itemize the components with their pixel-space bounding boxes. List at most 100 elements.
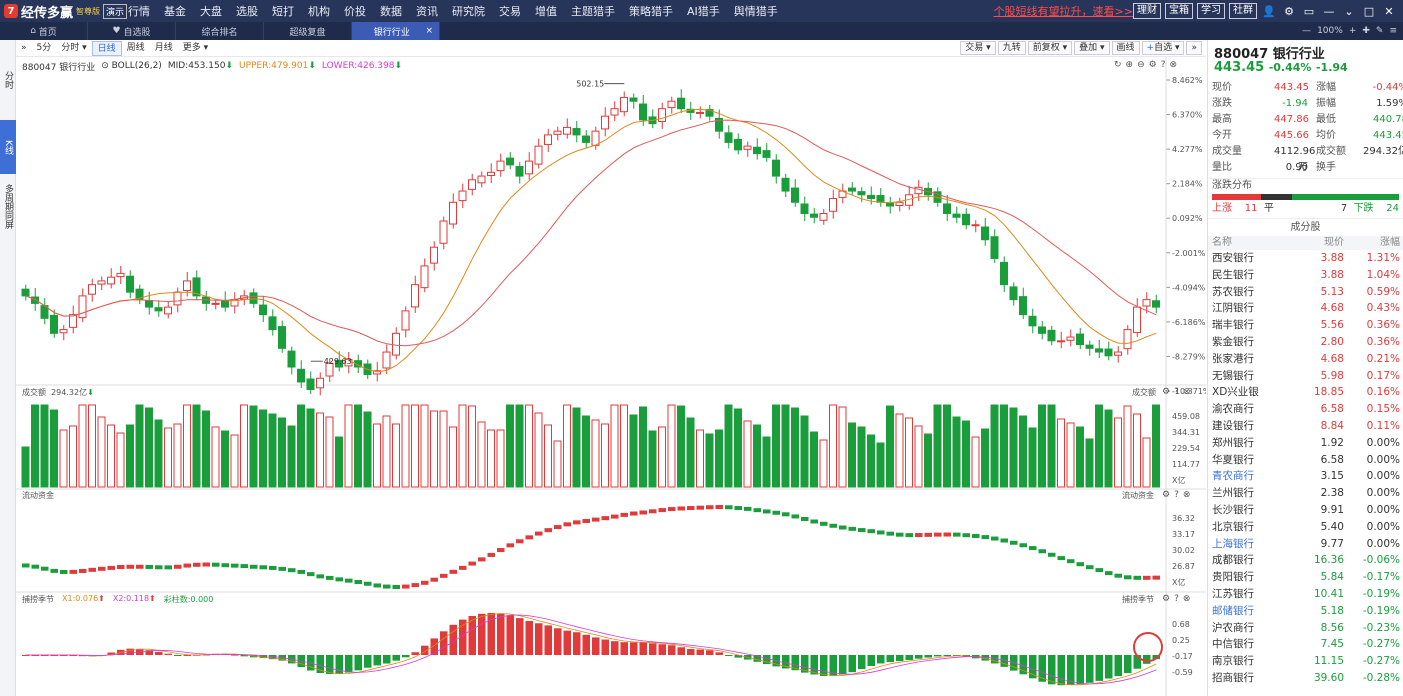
nav-timeshare[interactable]: 分时 — [0, 40, 16, 120]
component-row[interactable]: 中信银行 7.45 -0.27% — [1208, 636, 1403, 653]
tab-ranking[interactable]: 综合排名 — [176, 22, 264, 40]
period-daily[interactable]: 日线 — [91, 40, 122, 56]
component-row[interactable]: 渝农商行 6.58 0.15% — [1208, 401, 1403, 418]
menu-item-7[interactable]: 数据 — [380, 5, 402, 18]
baoxiang-button[interactable]: 宝箱 — [1165, 3, 1193, 19]
component-row[interactable]: 上海银行 9.77 0.00% — [1208, 536, 1403, 553]
settings-icon[interactable]: ⚙ — [1162, 594, 1171, 604]
close-icon[interactable]: ✕ — [1384, 4, 1394, 18]
settings-icon[interactable]: ⚙ — [1162, 387, 1171, 397]
window-icon[interactable]: ▭ — [1303, 4, 1315, 18]
promo-link[interactable]: 个股短线有望拉升，速看>> — [993, 5, 1133, 18]
pin-icon[interactable]: ✚ — [1362, 26, 1370, 36]
component-row[interactable]: 兰州银行 2.38 0.00% — [1208, 485, 1403, 502]
period-timeshare[interactable]: 分时 ▾ — [61, 42, 87, 53]
component-row[interactable]: 青农商行 3.15 0.00% — [1208, 468, 1403, 485]
trade-button[interactable]: 交易 ▾ — [960, 41, 996, 55]
pen-icon[interactable]: ✎ — [1375, 26, 1384, 36]
col-price[interactable]: 现价 — [1324, 237, 1344, 248]
chevron-down-icon[interactable]: ⌄ — [1344, 4, 1354, 18]
help-icon[interactable]: ? — [1174, 387, 1179, 397]
boll-selector[interactable]: ⊙ BOLL(26,2) — [101, 61, 162, 71]
menu-item-15[interactable]: 舆情猎手 — [733, 5, 778, 18]
kline-chart[interactable]: 8.462% 6.370% 4.277% 2.184% 0.092% -2.001% -4.… — [16, 57, 1206, 696]
component-row[interactable]: 沪农商行 8.56 -0.23% — [1208, 620, 1403, 637]
component-row[interactable]: 建设银行 8.84 0.11% — [1208, 418, 1403, 435]
menu-item-11[interactable]: 增值 — [535, 5, 557, 18]
tab-watchlist[interactable]: ♥ 自选股 — [88, 22, 176, 40]
maximize-icon[interactable]: □ — [1363, 4, 1375, 18]
refresh-icon[interactable]: ↻ — [1114, 60, 1122, 70]
tab-bank-industry[interactable]: 银行行业 × — [352, 22, 440, 40]
xuexi-button[interactable]: 学习 — [1197, 3, 1225, 19]
component-row[interactable]: 民生银行 3.88 1.04% — [1208, 267, 1403, 284]
adjust-button[interactable]: 前复权 ▾ — [1027, 41, 1073, 55]
menu-item-2[interactable]: 大盘 — [200, 5, 222, 18]
menu-item-8[interactable]: 资讯 — [416, 5, 438, 18]
component-row[interactable]: 招商银行 39.60 -0.28% — [1208, 670, 1403, 687]
component-row[interactable]: 西安银行 3.88 1.31% — [1208, 250, 1403, 267]
component-row[interactable]: XD兴业银 18.85 0.16% — [1208, 384, 1403, 401]
close-panel-icon[interactable]: ⊗ — [1182, 594, 1191, 604]
component-row[interactable]: 北京银行 5.40 0.00% — [1208, 519, 1403, 536]
component-row[interactable]: 江苏银行 10.41 -0.19% — [1208, 586, 1403, 603]
settings-icon[interactable]: ⚙ — [1148, 60, 1157, 70]
nav-kline[interactable]: K线 — [0, 120, 16, 174]
gear-icon[interactable]: ⚙ — [1284, 4, 1294, 18]
component-row[interactable]: 成都银行 16.36 -0.06% — [1208, 552, 1403, 569]
component-row[interactable]: 紫金银行 2.80 0.36% — [1208, 334, 1403, 351]
overlay-button[interactable]: 叠加 ▾ — [1074, 41, 1110, 55]
component-row[interactable]: 张家港行 4.68 0.21% — [1208, 351, 1403, 368]
tab-review[interactable]: 超级复盘 — [264, 22, 352, 40]
minimize-icon[interactable]: — — [1323, 4, 1335, 18]
menu-item-1[interactable]: 基金 — [164, 5, 186, 18]
help-icon[interactable]: ? — [1174, 594, 1179, 604]
tab-close-icon[interactable]: × — [425, 26, 433, 36]
menu-item-6[interactable]: 价投 — [344, 5, 366, 18]
menu-item-5[interactable]: 机构 — [308, 5, 330, 18]
app-logo[interactable]: 7 经传多赢 智尊版 演示 — [0, 0, 128, 22]
tab-home[interactable]: ⌂ 首页 — [0, 22, 88, 40]
period-monthly[interactable]: 月线 — [154, 42, 173, 53]
menu-item-12[interactable]: 主题猎手 — [571, 5, 615, 18]
menu-item-3[interactable]: 选股 — [236, 5, 258, 18]
menu-item-10[interactable]: 交易 — [499, 5, 521, 18]
user-icon[interactable]: 👤 — [1262, 4, 1276, 18]
add-watchlist-button[interactable]: +自选 ▾ — [1141, 41, 1185, 55]
component-row[interactable]: 贵阳银行 5.84 -0.17% — [1208, 569, 1403, 586]
component-row[interactable]: 苏农银行 5.13 0.59% — [1208, 284, 1403, 301]
zoom-in-icon[interactable]: + — [1348, 26, 1357, 36]
help-icon[interactable]: ? — [1174, 490, 1179, 500]
period-weekly[interactable]: 周线 — [126, 42, 145, 53]
close-panel-icon[interactable]: ⊗ — [1169, 60, 1178, 70]
component-row[interactable]: 江阴银行 4.68 0.43% — [1208, 300, 1403, 317]
settings-icon[interactable]: ⚙ — [1162, 490, 1171, 500]
component-row[interactable]: 无锡银行 5.98 0.17% — [1208, 368, 1403, 385]
col-change[interactable]: 涨幅 — [1380, 237, 1400, 248]
panel-toggle-icon[interactable]: » — [1186, 41, 1202, 55]
menu-item-0[interactable]: 行情 — [128, 5, 150, 18]
close-panel-icon[interactable]: ⊗ — [1182, 387, 1191, 397]
menu-item-13[interactable]: 策略猎手 — [629, 5, 673, 18]
component-row[interactable]: 南京银行 11.15 -0.27% — [1208, 653, 1403, 670]
close-panel-icon[interactable]: ⊗ — [1182, 490, 1191, 500]
zoom-out-icon[interactable]: — — [1302, 26, 1312, 36]
jiuzhuan-button[interactable]: 九转 — [997, 41, 1026, 55]
component-row[interactable]: 瑞丰银行 5.56 0.36% — [1208, 317, 1403, 334]
shequn-button[interactable]: 社群 — [1229, 3, 1257, 19]
draw-line-button[interactable]: 画线 — [1111, 41, 1140, 55]
collapse-icon[interactable]: » — [21, 42, 27, 53]
licai-button[interactable]: 理财 — [1133, 3, 1161, 19]
component-row[interactable]: 邮储银行 5.18 -0.19% — [1208, 603, 1403, 620]
catch-panel-label-right[interactable]: 捕捞季节 — [1122, 595, 1154, 604]
menu-item-14[interactable]: AI猎手 — [687, 5, 720, 18]
component-row[interactable]: 郑州银行 1.92 0.00% — [1208, 435, 1403, 452]
nav-multi-period[interactable]: 多周期同屏 — [0, 174, 16, 233]
col-name[interactable]: 名称 — [1212, 237, 1232, 248]
period-more[interactable]: 更多 ▾ — [182, 42, 209, 53]
menu-item-9[interactable]: 研究院 — [452, 5, 485, 18]
flow-panel-label-right[interactable]: 流动资金 — [1122, 491, 1154, 500]
add-icon[interactable]: ⊕ — [1125, 60, 1134, 70]
help-icon[interactable]: ? — [1160, 60, 1166, 70]
period-5min[interactable]: 5分 — [36, 42, 52, 53]
